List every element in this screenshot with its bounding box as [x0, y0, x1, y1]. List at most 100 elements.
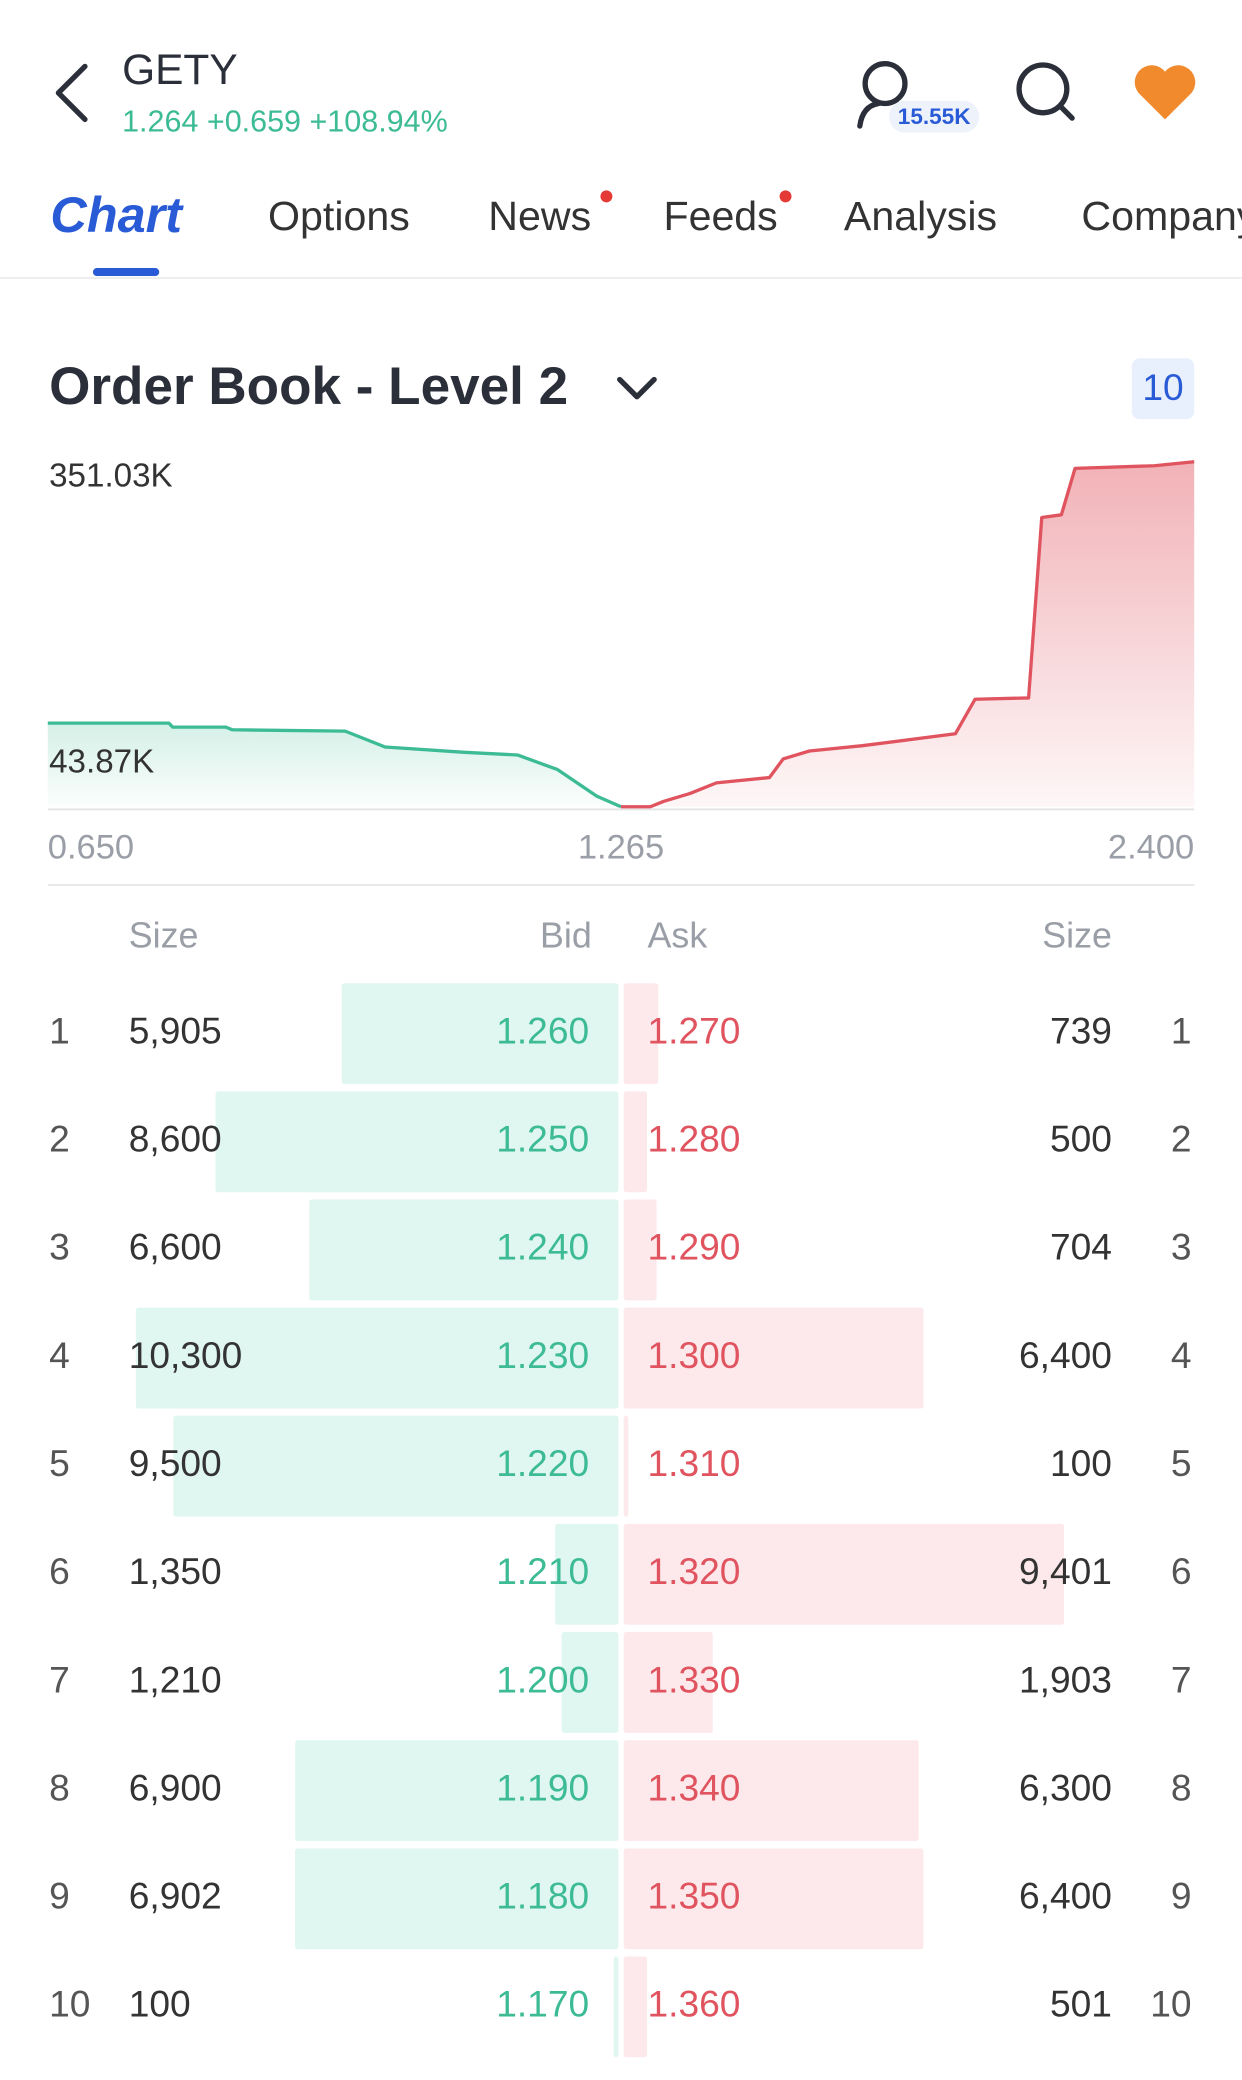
- bid-price: 1.250: [496, 1118, 589, 1160]
- level: 7: [49, 1658, 70, 1700]
- bid-bar: [561, 1632, 619, 1733]
- level: 9: [49, 1875, 70, 1917]
- bid-size: 100: [129, 1983, 191, 2025]
- ask-bar: [623, 1307, 924, 1409]
- bid-size: 10,300: [129, 1334, 243, 1376]
- ask-price: 1.360: [648, 1983, 741, 2025]
- bid-price: 1.200: [496, 1658, 589, 1700]
- bid-size: 1,350: [129, 1550, 222, 1592]
- ask-size: 6,400: [1019, 1334, 1112, 1376]
- ask-price: 1.320: [648, 1550, 741, 1592]
- ask-size: 1,903: [1019, 1658, 1112, 1700]
- ask-size: 100: [1050, 1442, 1112, 1484]
- bid-size: 6,902: [129, 1875, 222, 1917]
- tab[interactable]: Chart: [50, 186, 184, 243]
- search-button[interactable]: [1016, 62, 1075, 121]
- ask-price: 1.300: [648, 1334, 741, 1376]
- column-header: Size: [1042, 916, 1112, 956]
- depth-area: [47, 723, 621, 807]
- level: 8: [1171, 1766, 1192, 1808]
- ask-price: 1.310: [648, 1442, 741, 1484]
- x-tick-label: 2.400: [1108, 828, 1194, 866]
- depth-chart: 43.87K 351.03K 0.650 1.265 2.400: [47, 457, 1195, 866]
- ask-bar: [623, 1523, 1064, 1625]
- level: 6: [49, 1550, 70, 1592]
- ask-price: 1.270: [648, 1009, 741, 1051]
- ask-price: 1.340: [648, 1766, 741, 1808]
- level: 5: [1171, 1442, 1192, 1484]
- ask-size: 501: [1050, 1983, 1112, 2025]
- bid-bar: [341, 983, 619, 1085]
- ask-price: 1.290: [648, 1226, 741, 1268]
- y-tick-label: 351.03K: [49, 457, 173, 494]
- x-tick-label: 1.265: [578, 828, 664, 866]
- section-title: Order Book - Level 2: [49, 357, 568, 416]
- bid-bar: [135, 1307, 619, 1409]
- notification-dot: [600, 190, 613, 203]
- depth-area: [621, 461, 1195, 807]
- ask-price: 1.350: [648, 1875, 741, 1917]
- level: 2: [1171, 1118, 1192, 1160]
- level: 7: [1171, 1658, 1192, 1700]
- ask-bar: [623, 1632, 713, 1733]
- dropdown-button[interactable]: [617, 376, 657, 400]
- ask-bar: [623, 1199, 657, 1301]
- depth-setting: 10: [1142, 366, 1183, 408]
- bid-price: 1.230: [496, 1334, 589, 1376]
- ask-bar: [623, 1956, 648, 2058]
- bid-price: 1.190: [496, 1766, 589, 1808]
- bid-price: 1.220: [496, 1442, 589, 1484]
- ask-bar: [623, 983, 659, 1085]
- bid-size: 8,600: [129, 1118, 222, 1160]
- bid-size: 6,600: [129, 1226, 222, 1268]
- ask-price: 1.280: [648, 1118, 741, 1160]
- back-button[interactable]: [55, 63, 88, 123]
- tab[interactable]: News: [488, 193, 591, 239]
- level: 1: [49, 1009, 70, 1051]
- ask-size: 6,300: [1019, 1766, 1112, 1808]
- level: 3: [1171, 1226, 1192, 1268]
- bid-price: 1.260: [496, 1009, 589, 1051]
- bid-size: 5,905: [129, 1009, 222, 1051]
- level: 8: [49, 1766, 70, 1808]
- level: 10: [49, 1983, 90, 2025]
- bid-size: 9,500: [129, 1442, 222, 1484]
- level: 9: [1171, 1875, 1192, 1917]
- level: 2: [49, 1118, 70, 1160]
- bid-price: 1.210: [496, 1550, 589, 1592]
- bid-bar: [309, 1199, 619, 1301]
- depth-badge[interactable]: [1131, 358, 1195, 420]
- bid-bar: [555, 1523, 619, 1625]
- depth-line: [47, 721, 622, 809]
- level: 4: [49, 1334, 70, 1376]
- symbol: GETY: [122, 46, 238, 93]
- bid-bar: [215, 1091, 619, 1193]
- tab[interactable]: Analysis: [844, 193, 997, 239]
- ask-bar: [623, 1415, 629, 1517]
- bid-bar: [295, 1848, 619, 1950]
- bid-size: 1,210: [129, 1658, 222, 1700]
- bid-bar: [295, 1740, 619, 1842]
- tab[interactable]: Company: [1081, 193, 1242, 239]
- tab[interactable]: Feeds: [663, 193, 777, 239]
- level: 3: [49, 1226, 70, 1268]
- ask-size: 704: [1050, 1226, 1112, 1268]
- tab[interactable]: Options: [268, 193, 410, 239]
- bid-price: 1.240: [496, 1226, 589, 1268]
- column-header: Size: [129, 916, 199, 956]
- notification-dot: [779, 190, 792, 203]
- depth-line: [621, 460, 1195, 809]
- ask-bar: [623, 1848, 924, 1950]
- favorite-button[interactable]: [1134, 65, 1196, 120]
- bid-price: 1.170: [496, 1983, 589, 2025]
- profile-button[interactable]: 15.55K: [857, 61, 980, 133]
- ask-bar: [623, 1740, 919, 1842]
- ask-bar: [623, 1091, 648, 1193]
- quote: 1.264 +0.659 +108.94%: [122, 104, 448, 138]
- level: 6: [1171, 1550, 1192, 1592]
- ask-size: 6,400: [1019, 1875, 1112, 1917]
- bid-bar: [173, 1415, 619, 1517]
- level: 4: [1171, 1334, 1192, 1376]
